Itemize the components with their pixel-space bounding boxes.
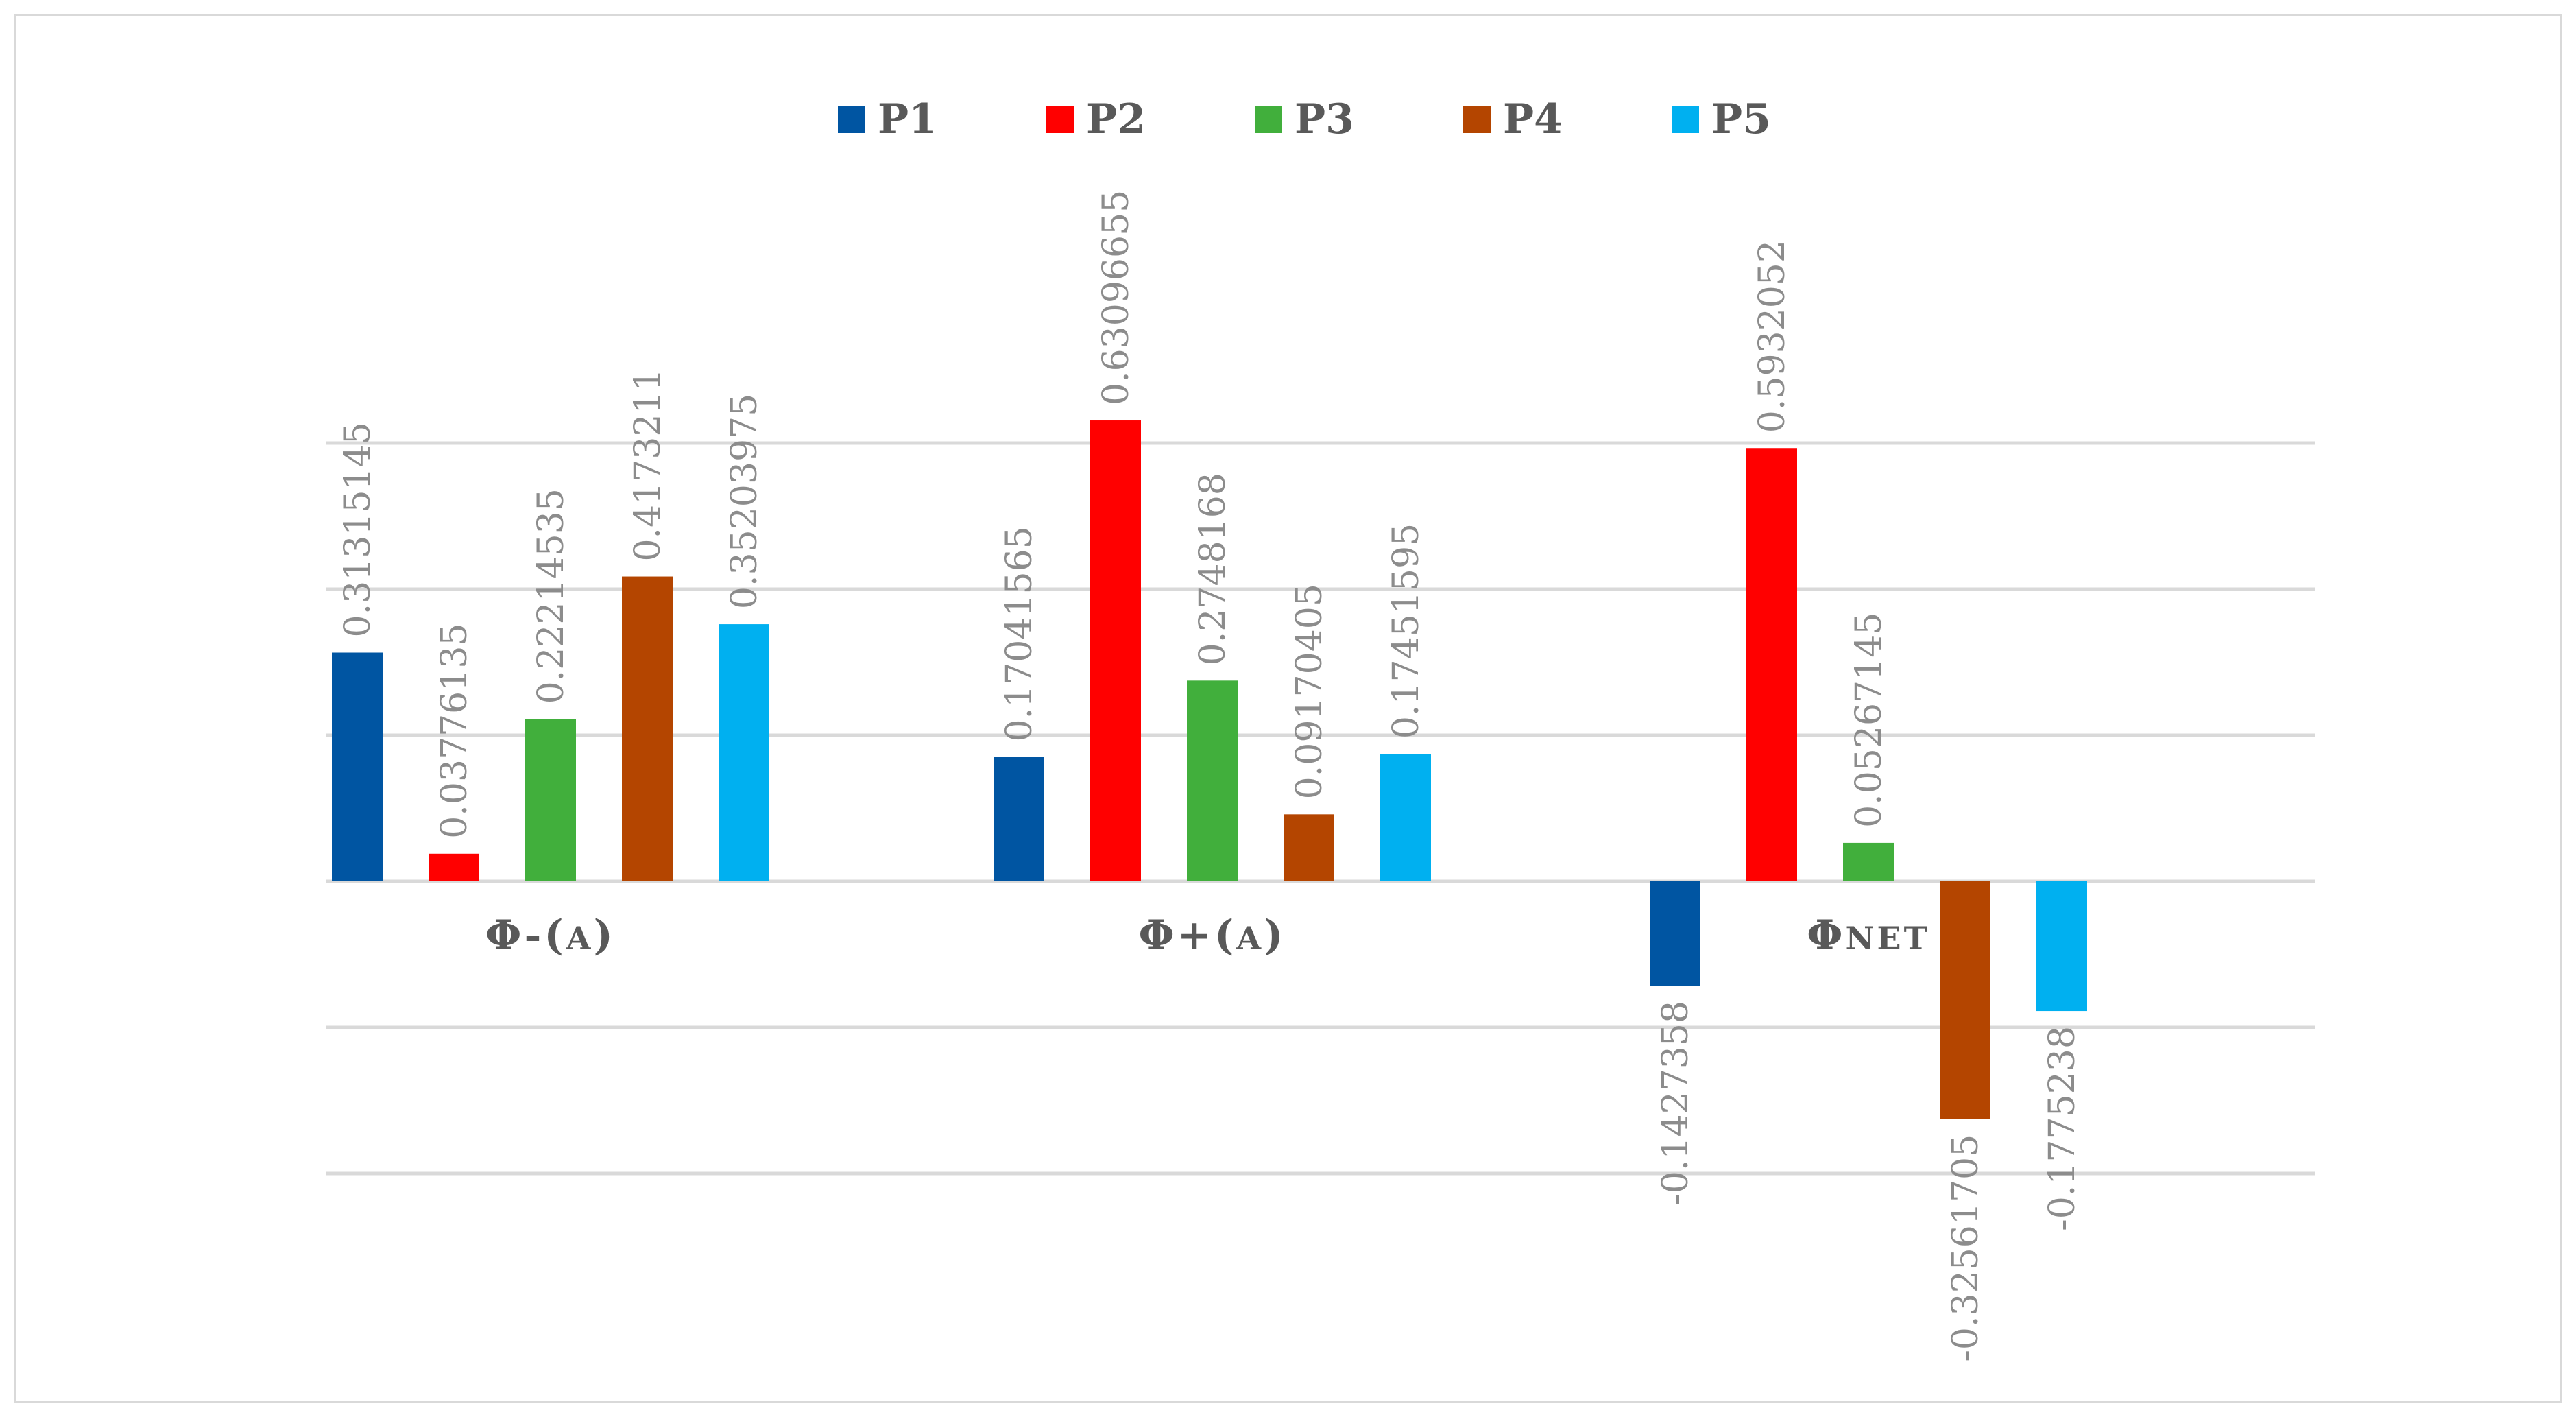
bars xyxy=(332,420,2087,1119)
bar-p1-2 xyxy=(994,757,1044,881)
bar-chart: 0.31315145 0.17041565 -0.1427358 0.03776135… xyxy=(326,95,2315,1362)
data-label-p5-3: -0.1775238 xyxy=(2042,1026,2083,1231)
bar-p4-1 xyxy=(622,576,673,881)
chart-frame: 0.31315145 0.17041565 -0.1427358 0.03776135… xyxy=(14,14,2562,1403)
category-label-3: ΦNET xyxy=(1807,912,1930,960)
bar-p4-3 xyxy=(1940,881,1990,1119)
bar-p3-3 xyxy=(1843,842,1894,881)
bar-p5-3 xyxy=(2036,881,2087,1012)
bar-p3-1 xyxy=(525,719,576,881)
data-label-p4-1: 0.4173211 xyxy=(627,368,669,561)
data-label-p4-2: 0.09170405 xyxy=(1289,584,1330,799)
bar-p3-2 xyxy=(1187,680,1238,881)
data-label-p2-1: 0.03776135 xyxy=(434,623,475,838)
data-label-p2-2: 0.63096655 xyxy=(1096,190,1137,405)
legend-swatch-p4 xyxy=(1463,106,1491,133)
data-label-p3-1: 0.22214535 xyxy=(531,488,572,704)
category-label-1: Φ-(A) xyxy=(485,912,616,960)
bar-p5-2 xyxy=(1380,754,1431,881)
legend-label-p2: P2 xyxy=(1086,95,1146,143)
legend-label-p5: P5 xyxy=(1711,95,1771,143)
bar-p2-1 xyxy=(429,853,479,881)
bar-p5-1 xyxy=(719,624,769,881)
data-label-p2-3: 0.5932052 xyxy=(1752,240,1793,433)
bar-p2-3 xyxy=(1746,448,1797,881)
category-label-2: Φ+(A) xyxy=(1138,912,1286,960)
legend-swatch-p3 xyxy=(1255,106,1282,133)
data-label-p5-2: 0.17451595 xyxy=(1386,523,1427,739)
legend: P1 P2 P3 P4 P5 xyxy=(838,95,1771,143)
data-label-p3-3: 0.05267145 xyxy=(1849,612,1890,828)
legend-label-p4: P4 xyxy=(1503,95,1563,143)
data-labels: 0.31315145 0.17041565 -0.1427358 0.03776135… xyxy=(337,190,2083,1362)
data-label-p3-2: 0.2748168 xyxy=(1192,473,1233,665)
legend-swatch-p2 xyxy=(1046,106,1074,133)
bar-p2-2 xyxy=(1090,420,1141,881)
data-label-p1-1: 0.31315145 xyxy=(337,422,378,637)
legend-label-p1: P1 xyxy=(878,95,937,143)
legend-label-p3: P3 xyxy=(1295,95,1354,143)
data-label-p1-2: 0.17041565 xyxy=(999,526,1040,741)
legend-swatch-p1 xyxy=(838,106,865,133)
bar-p1-3 xyxy=(1650,881,1700,986)
data-label-p4-3: -0.32561705 xyxy=(1945,1134,1986,1362)
legend-swatch-p5 xyxy=(1672,106,1699,133)
category-labels: Φ-(A) Φ+(A) ΦNET xyxy=(485,912,1930,960)
bar-p1-1 xyxy=(332,652,383,881)
data-label-p1-3: -0.1427358 xyxy=(1655,1001,1696,1206)
data-label-p5-1: 0.35203975 xyxy=(724,394,765,609)
bar-p4-2 xyxy=(1284,814,1334,881)
